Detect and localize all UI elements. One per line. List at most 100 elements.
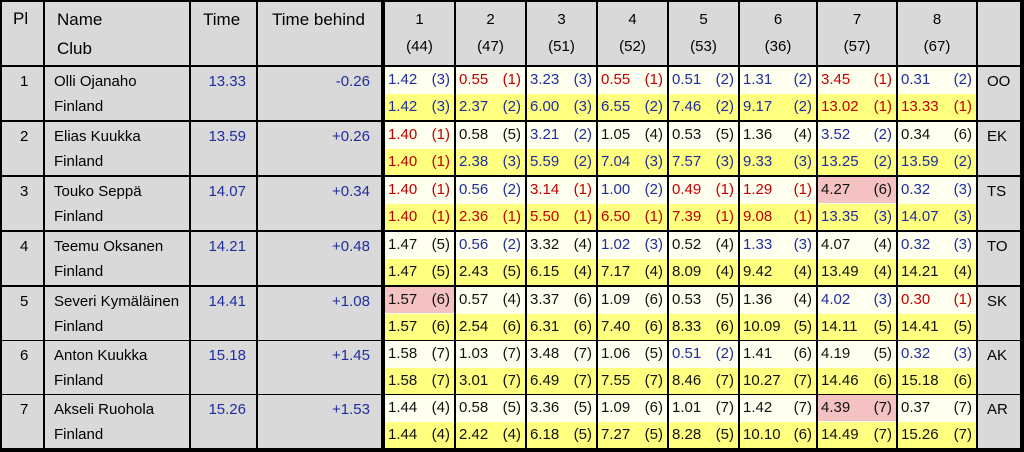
finish-time: 13.59 bbox=[208, 128, 246, 145]
cum-value: 7.17 bbox=[601, 263, 631, 280]
cum-value: 7.27 bbox=[601, 426, 631, 443]
cum-time: 7.55 (7) bbox=[598, 368, 667, 394]
split-rank: (5) bbox=[715, 126, 734, 143]
abbr-cell: OO bbox=[978, 67, 1020, 120]
split-cell: 1.42 (3) 1.42 (3) bbox=[385, 67, 454, 120]
split-rank: (4) bbox=[793, 126, 812, 143]
split-value: 1.05 bbox=[601, 126, 631, 143]
split-value: 4.27 bbox=[821, 181, 851, 198]
split-value: 1.42 bbox=[388, 71, 418, 88]
split-value: 0.32 bbox=[901, 345, 931, 362]
split-cell: 1.40 (1) 1.40 (1) bbox=[385, 122, 454, 175]
runner-club: Finland bbox=[54, 263, 104, 280]
split-rank: (3) bbox=[953, 236, 972, 253]
runner-abbr: EK bbox=[987, 128, 1008, 145]
header-behind: Time behind bbox=[258, 2, 381, 65]
header-leg-number: 4 bbox=[628, 11, 637, 28]
split-rank: (3) bbox=[573, 71, 592, 88]
cum-time: 7.04 (3) bbox=[598, 149, 667, 175]
split-cell: 3.36 (5) 6.18 (5) bbox=[527, 395, 596, 448]
cum-time: 7.57 (3) bbox=[669, 149, 738, 175]
split-time: 0.53 (5) bbox=[669, 287, 738, 313]
split-time: 3.45 (1) bbox=[818, 67, 896, 93]
cum-value: 15.26 bbox=[901, 426, 939, 443]
header-leg-8: 8 (67) bbox=[898, 2, 976, 65]
cum-time: 6.18 (5) bbox=[527, 422, 596, 448]
split-value: 0.56 bbox=[459, 181, 489, 198]
split-cell: 0.56 (2) 2.36 (1) bbox=[456, 177, 525, 230]
split-value: 0.56 bbox=[459, 236, 489, 253]
split-rank: (7) bbox=[953, 399, 972, 416]
split-time: 0.37 (7) bbox=[898, 395, 976, 421]
behind-cell: +1.08 bbox=[258, 287, 381, 340]
runner-abbr: AK bbox=[987, 347, 1008, 364]
behind-cell: -0.26 bbox=[258, 67, 381, 120]
cum-value: 14.21 bbox=[901, 263, 939, 280]
split-rank: (4) bbox=[644, 126, 663, 143]
split-rank: (5) bbox=[502, 399, 521, 416]
abbr-cell: TO bbox=[978, 232, 1020, 285]
split-value: 1.58 bbox=[388, 345, 418, 362]
split-time: 4.07 (4) bbox=[818, 232, 896, 258]
name-cell: Olli Ojanaho Finland bbox=[45, 67, 189, 120]
cum-rank: (4) bbox=[953, 263, 972, 280]
split-rank: (3) bbox=[431, 71, 450, 88]
abbr-cell: TS bbox=[978, 177, 1020, 230]
header-leg-code: (36) bbox=[764, 38, 792, 55]
split-value: 0.52 bbox=[672, 236, 702, 253]
split-rank: (2) bbox=[502, 181, 521, 198]
cum-time: 6.31 (6) bbox=[527, 314, 596, 340]
split-rank: (1) bbox=[431, 126, 450, 143]
split-time: 1.09 (6) bbox=[598, 395, 667, 421]
cum-time: 13.33 (1) bbox=[898, 94, 976, 120]
split-cell: 0.51 (2) 8.46 (7) bbox=[669, 341, 738, 394]
runner-name: Elias Kuukka bbox=[54, 128, 141, 145]
split-cell: 3.45 (1) 13.02 (1) bbox=[818, 67, 896, 120]
split-value: 1.36 bbox=[743, 291, 773, 308]
cum-value: 14.49 bbox=[821, 426, 859, 443]
split-time: 1.42 (3) bbox=[385, 67, 454, 93]
cum-time: 14.46 (6) bbox=[818, 368, 896, 394]
split-cell: 0.49 (1) 7.39 (1) bbox=[669, 177, 738, 230]
split-cell: 1.06 (5) 7.55 (7) bbox=[598, 341, 667, 394]
split-value: 0.55 bbox=[459, 71, 489, 88]
cum-value: 1.57 bbox=[388, 318, 418, 335]
split-time: 1.01 (7) bbox=[669, 395, 738, 421]
split-rank: (1) bbox=[502, 71, 521, 88]
split-rank: (2) bbox=[715, 71, 734, 88]
split-value: 0.34 bbox=[901, 126, 931, 143]
header-behind-label: Time behind bbox=[272, 10, 365, 29]
split-time: 3.52 (2) bbox=[818, 122, 896, 148]
split-cell: 0.31 (2) 13.33 (1) bbox=[898, 67, 976, 120]
cum-rank: (2) bbox=[573, 153, 592, 170]
split-time: 4.02 (3) bbox=[818, 287, 896, 313]
time-behind: +0.34 bbox=[332, 183, 370, 200]
split-value: 3.48 bbox=[530, 345, 560, 362]
split-value: 1.02 bbox=[601, 236, 631, 253]
name-cell: Elias Kuukka Finland bbox=[45, 122, 189, 175]
split-value: 3.37 bbox=[530, 291, 560, 308]
split-rank: (1) bbox=[953, 291, 972, 308]
cum-rank: (1) bbox=[573, 208, 592, 225]
split-cell: 3.37 (6) 6.31 (6) bbox=[527, 287, 596, 340]
split-cell: 4.19 (5) 14.46 (6) bbox=[818, 341, 896, 394]
cum-value: 1.40 bbox=[388, 153, 418, 170]
cum-value: 9.33 bbox=[743, 153, 773, 170]
header-leg-3: 3 (51) bbox=[527, 2, 596, 65]
split-rank: (7) bbox=[715, 399, 734, 416]
cum-time: 2.43 (5) bbox=[456, 259, 525, 285]
split-value: 0.30 bbox=[901, 291, 931, 308]
time-cell: 15.18 bbox=[191, 341, 256, 394]
split-time: 3.36 (5) bbox=[527, 395, 596, 421]
split-cell: 0.34 (6) 13.59 (2) bbox=[898, 122, 976, 175]
cum-value: 2.36 bbox=[459, 208, 489, 225]
split-time: 4.39 (7) bbox=[818, 395, 896, 421]
split-value: 0.51 bbox=[672, 345, 702, 362]
cum-rank: (2) bbox=[873, 153, 892, 170]
split-cell: 0.57 (4) 2.54 (6) bbox=[456, 287, 525, 340]
split-rank: (4) bbox=[573, 236, 592, 253]
cum-value: 7.46 bbox=[672, 98, 702, 115]
split-value: 4.02 bbox=[821, 291, 851, 308]
split-value: 1.36 bbox=[743, 126, 773, 143]
cum-value: 6.49 bbox=[530, 372, 560, 389]
